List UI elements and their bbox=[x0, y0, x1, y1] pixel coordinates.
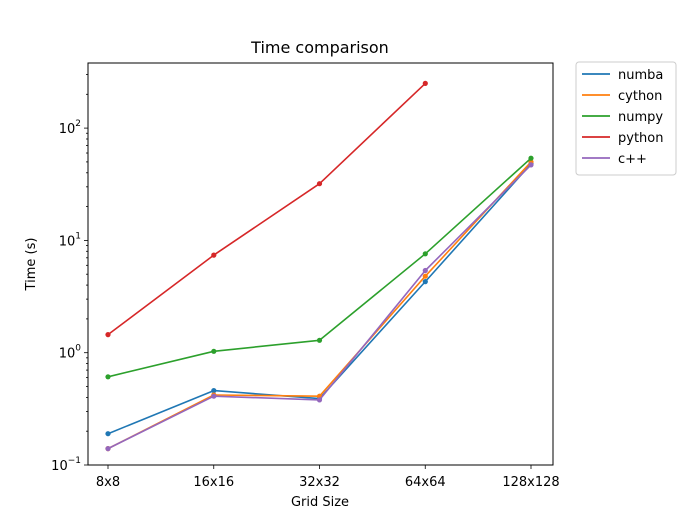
legend-label-cython: cython bbox=[618, 89, 662, 104]
series-line-python bbox=[107, 82, 426, 336]
data-point-numpy bbox=[422, 251, 428, 257]
data-point-cpp bbox=[211, 393, 217, 399]
data-point-numba bbox=[422, 279, 428, 285]
x-tick-label: 128x128 bbox=[502, 475, 559, 490]
data-point-cpp bbox=[316, 397, 323, 403]
x-tick-label: 16x16 bbox=[193, 475, 234, 490]
data-point-cpp bbox=[422, 267, 428, 274]
x-axis-label: Grid Size bbox=[291, 495, 349, 510]
data-point-python bbox=[105, 332, 111, 338]
data-point-numpy bbox=[528, 155, 534, 161]
data-point-cpp bbox=[528, 162, 534, 168]
x-tick-label: 8x8 bbox=[96, 475, 120, 490]
data-point-numpy bbox=[316, 337, 323, 343]
legend-label-cpp: c++ bbox=[618, 152, 647, 167]
data-point-cython bbox=[422, 273, 428, 279]
x-tick-label: 64x64 bbox=[405, 475, 446, 490]
data-point-numpy bbox=[105, 374, 111, 380]
axes-frame bbox=[87, 62, 554, 466]
legend: numba cython numpy python c++ bbox=[575, 61, 677, 176]
data-point-python bbox=[316, 181, 323, 187]
data-point-numba bbox=[105, 431, 111, 437]
data-point-cpp bbox=[105, 446, 111, 452]
chart-title: Time comparison bbox=[250, 38, 389, 57]
data-point-python bbox=[211, 252, 217, 258]
y-axis-label: Time (s) bbox=[24, 238, 39, 292]
plot-area bbox=[105, 80, 534, 452]
legend-label-numba: numba bbox=[618, 68, 663, 83]
legend-label-python: python bbox=[618, 131, 663, 146]
legend-label-numpy: numpy bbox=[618, 110, 663, 125]
legend-box bbox=[575, 61, 677, 176]
x-tick-label: 32x32 bbox=[299, 475, 340, 490]
data-point-numba bbox=[211, 388, 217, 394]
data-point-python bbox=[422, 80, 428, 86]
data-point-numpy bbox=[211, 348, 217, 354]
